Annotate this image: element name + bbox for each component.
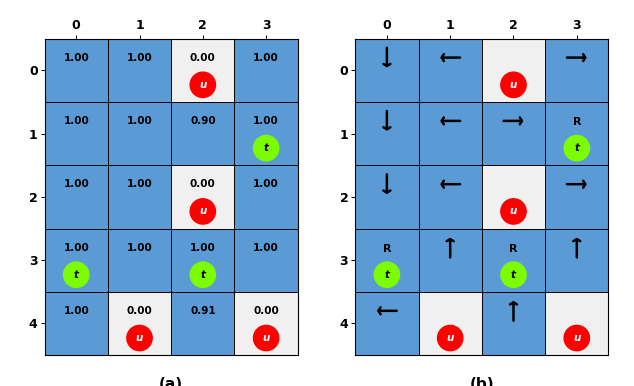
Circle shape	[501, 72, 526, 98]
Bar	[44, 292, 108, 355]
Text: 1.00: 1.00	[127, 242, 152, 252]
Bar	[44, 102, 108, 165]
Text: u: u	[573, 333, 581, 343]
Bar	[108, 229, 171, 292]
Text: u: u	[136, 333, 143, 343]
Text: u: u	[199, 207, 207, 217]
Bar	[108, 39, 171, 102]
Text: u: u	[510, 207, 517, 217]
Circle shape	[437, 325, 463, 351]
Circle shape	[127, 325, 152, 351]
Circle shape	[501, 199, 526, 224]
Text: 1.00: 1.00	[63, 242, 89, 252]
Text: 0.90: 0.90	[190, 116, 216, 126]
Text: 1.00: 1.00	[253, 179, 279, 189]
Text: t: t	[384, 270, 389, 280]
Bar	[418, 102, 482, 165]
Text: 0.00: 0.00	[127, 306, 152, 316]
Text: u: u	[199, 80, 207, 90]
Bar	[171, 229, 235, 292]
Bar	[418, 229, 482, 292]
Text: u: u	[510, 80, 517, 90]
Bar	[44, 165, 108, 229]
Text: t: t	[574, 143, 579, 153]
Bar	[418, 292, 482, 355]
Text: u: u	[262, 333, 270, 343]
Bar	[108, 292, 171, 355]
Text: 1.00: 1.00	[63, 52, 89, 63]
Circle shape	[254, 135, 279, 161]
Bar	[235, 102, 298, 165]
Text: t: t	[74, 270, 79, 280]
Circle shape	[564, 325, 590, 351]
Text: (b): (b)	[470, 377, 494, 386]
Circle shape	[254, 325, 279, 351]
Bar	[545, 102, 609, 165]
Text: t: t	[264, 143, 269, 153]
Bar	[355, 39, 418, 102]
Text: 1.00: 1.00	[253, 52, 279, 63]
Bar	[171, 102, 235, 165]
Bar	[482, 229, 545, 292]
Bar	[108, 102, 171, 165]
Text: R: R	[573, 117, 581, 127]
Bar	[355, 292, 418, 355]
Circle shape	[564, 135, 590, 161]
Bar	[235, 39, 298, 102]
Bar	[44, 229, 108, 292]
Bar	[545, 292, 609, 355]
Circle shape	[190, 262, 216, 288]
Text: u: u	[446, 333, 454, 343]
Bar	[545, 229, 609, 292]
Text: 1.00: 1.00	[190, 242, 216, 252]
Text: 1.00: 1.00	[127, 116, 152, 126]
Bar	[235, 229, 298, 292]
Text: 1.00: 1.00	[253, 116, 279, 126]
Bar	[418, 39, 482, 102]
Text: 1.00: 1.00	[63, 306, 89, 316]
Bar	[418, 165, 482, 229]
Text: (a): (a)	[159, 377, 183, 386]
Bar	[235, 165, 298, 229]
Bar	[482, 165, 545, 229]
Text: 1.00: 1.00	[63, 179, 89, 189]
Circle shape	[374, 262, 399, 288]
Text: 1.00: 1.00	[127, 52, 152, 63]
Text: 0.00: 0.00	[190, 179, 216, 189]
Bar	[545, 165, 609, 229]
Bar	[171, 39, 235, 102]
Circle shape	[190, 72, 216, 98]
Circle shape	[501, 262, 526, 288]
Bar	[355, 165, 418, 229]
Circle shape	[63, 262, 89, 288]
Text: R: R	[383, 244, 391, 254]
Circle shape	[190, 199, 216, 224]
Text: R: R	[509, 244, 518, 254]
Text: 1.00: 1.00	[253, 242, 279, 252]
Text: 0.00: 0.00	[190, 52, 216, 63]
Bar	[44, 39, 108, 102]
Bar	[108, 165, 171, 229]
Text: t: t	[511, 270, 516, 280]
Text: 1.00: 1.00	[127, 179, 152, 189]
Text: t: t	[200, 270, 205, 280]
Text: 1.00: 1.00	[63, 116, 89, 126]
Bar	[545, 39, 609, 102]
Bar	[482, 102, 545, 165]
Text: 0.91: 0.91	[190, 306, 216, 316]
Bar	[171, 165, 235, 229]
Text: 0.00: 0.00	[253, 306, 279, 316]
Bar	[355, 102, 418, 165]
Bar	[482, 292, 545, 355]
Bar	[171, 292, 235, 355]
Bar	[235, 292, 298, 355]
Bar	[355, 229, 418, 292]
Bar	[482, 39, 545, 102]
